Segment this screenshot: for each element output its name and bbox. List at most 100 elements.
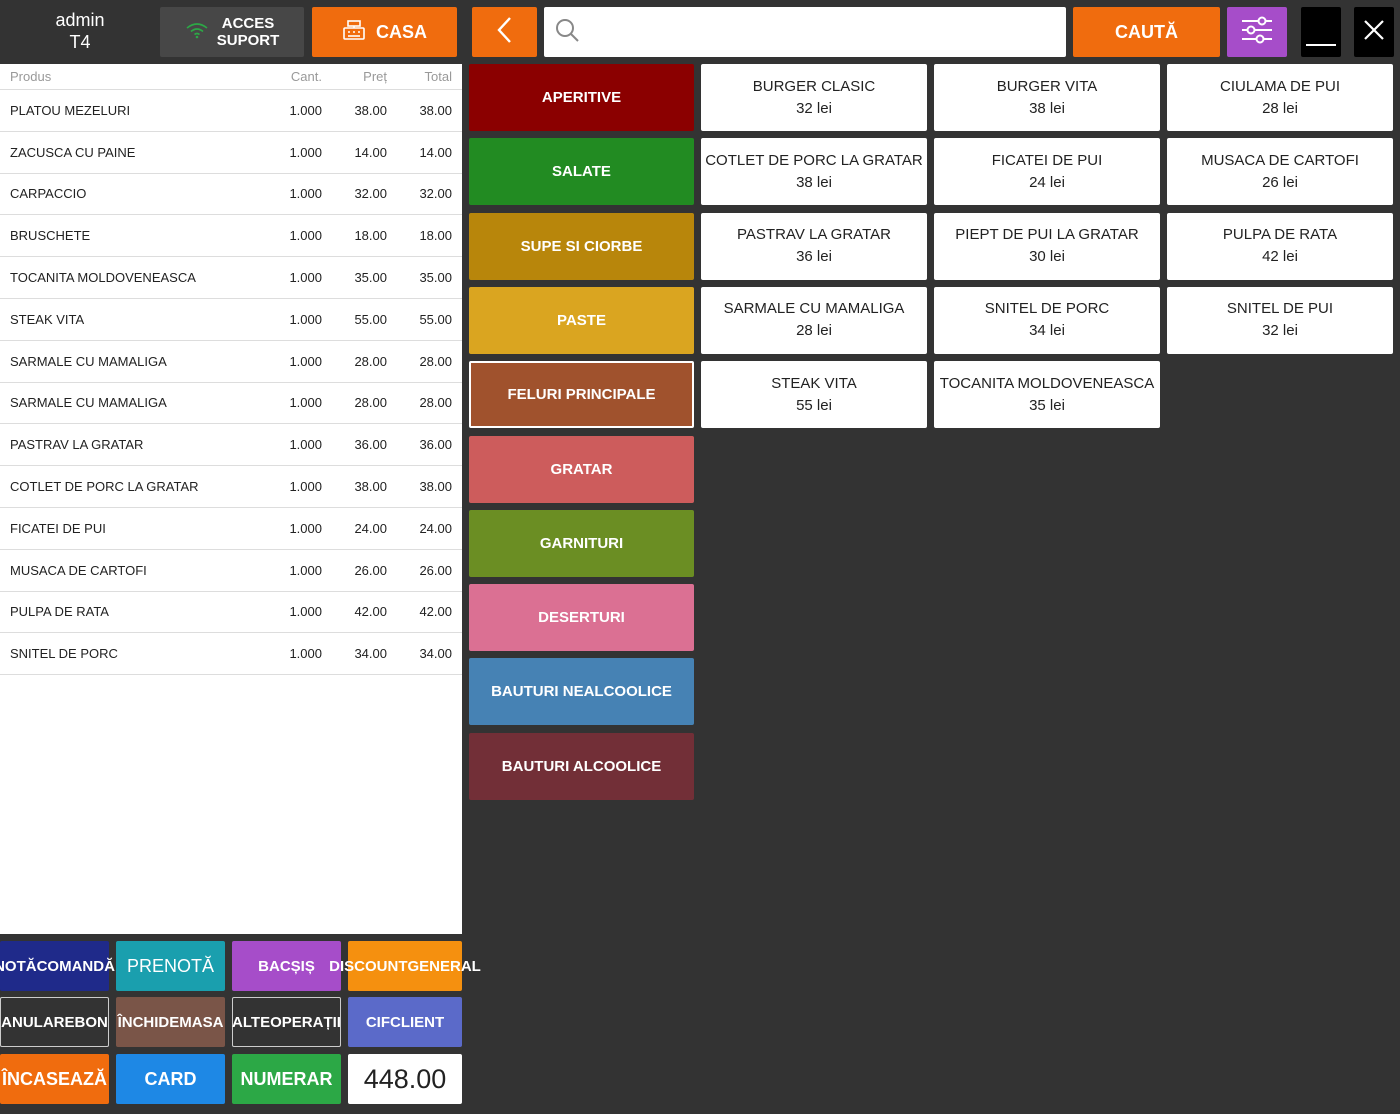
order-total-cell: 32.00 xyxy=(419,186,452,202)
order-qty: 1.000 xyxy=(289,144,322,160)
category-feluri-principale[interactable]: FELURI PRINCIPALE xyxy=(469,361,694,429)
order-qty: 1.000 xyxy=(289,311,322,327)
cif-client-button[interactable]: CIF CLIENT xyxy=(348,997,462,1047)
order-total-cell: 35.00 xyxy=(419,270,452,286)
order-price: 38.00 xyxy=(354,102,387,118)
product-tile[interactable]: CIULAMA DE PUI 28 lei xyxy=(1167,64,1393,131)
order-row[interactable]: SARMALE CU MAMALIGA 1.000 28.00 28.00 xyxy=(0,341,462,383)
order-row[interactable]: SARMALE CU MAMALIGA 1.000 28.00 28.00 xyxy=(0,383,462,425)
category-salate[interactable]: SALATE xyxy=(469,138,694,206)
order-product: STEAK VITA xyxy=(10,311,85,327)
product-tile[interactable]: BURGER VITA 38 lei xyxy=(934,64,1160,131)
incaseaza-button[interactable]: ÎNCASEAZĂ xyxy=(0,1054,109,1104)
order-qty: 1.000 xyxy=(289,604,322,620)
order-qty: 1.000 xyxy=(289,270,322,286)
order-row[interactable]: STEAK VITA 1.000 55.00 55.00 xyxy=(0,299,462,341)
order-row[interactable]: ZACUSCA CU PAINE 1.000 14.00 14.00 xyxy=(0,132,462,174)
product-name: PASTRAV LA GRATAR xyxy=(737,226,891,244)
category-aperitive[interactable]: APERITIVE xyxy=(469,64,694,131)
category-gratar[interactable]: GRATAR xyxy=(469,435,694,503)
header-product: Produs xyxy=(10,69,52,84)
order-row[interactable]: SNITEL DE PORC 1.000 34.00 34.00 xyxy=(0,633,462,676)
product-tile[interactable]: TOCANITA MOLDOVENEASCA 35 lei xyxy=(934,361,1160,429)
product-tile[interactable]: MUSACA DE CARTOFI 26 lei xyxy=(1167,138,1393,206)
minimize-button[interactable] xyxy=(1301,7,1341,57)
support-button[interactable]: ACCES SUPORT xyxy=(160,7,304,57)
order-total-cell: 18.00 xyxy=(419,228,452,244)
order-product: ZACUSCA CU PAINE xyxy=(10,144,136,160)
order-qty: 1.000 xyxy=(289,395,322,411)
order-row[interactable]: BRUSCHETE 1.000 18.00 18.00 xyxy=(0,215,462,258)
product-tile[interactable]: PASTRAV LA GRATAR 36 lei xyxy=(701,212,927,280)
product-name: SNITEL DE PUI xyxy=(1226,300,1334,318)
order-product: CARPACCIO xyxy=(10,186,87,202)
product-tile[interactable]: COTLET DE PORC LA GRATAR 38 lei xyxy=(701,138,927,206)
product-price: 38 lei xyxy=(796,173,832,191)
back-button[interactable] xyxy=(472,7,537,57)
product-name: MUSACA DE CARTOFI xyxy=(1201,151,1359,169)
nota-comanda-button[interactable]: NOTĂCOMANDĂ xyxy=(0,941,115,991)
product-price: 32 lei xyxy=(796,99,832,117)
numerar-button[interactable]: NUMERAR xyxy=(232,1054,341,1104)
order-row[interactable]: PASTRAV LA GRATAR 1.000 36.00 36.00 xyxy=(0,424,462,467)
alte-operatii-button[interactable]: ALTE OPERAȚII xyxy=(232,997,341,1047)
product-name: TOCANITA MOLDOVENEASCA xyxy=(939,374,1155,392)
product-name: BURGER VITA xyxy=(996,77,1098,95)
bacsis-button[interactable]: BACȘIȘ xyxy=(232,941,341,991)
search-button[interactable]: CAUTĂ xyxy=(1073,7,1220,57)
category-garnituri[interactable]: GARNITURI xyxy=(469,509,694,577)
user-info: admin T4 xyxy=(0,0,160,62)
category-bauturi-nealcoolice[interactable]: BAUTURI NEALCOOLICE xyxy=(469,658,694,726)
order-row[interactable]: TOCANITA MOLDOVENEASCA 1.000 35.00 35.00 xyxy=(0,257,462,299)
order-qty: 1.000 xyxy=(289,437,322,453)
discount-button[interactable]: DISCOUNT GENERAL xyxy=(329,941,481,991)
product-tile[interactable]: FICATEI DE PUI 24 lei xyxy=(934,138,1160,206)
product-price: 26 lei xyxy=(1262,173,1298,191)
order-product: COTLET DE PORC LA GRATAR xyxy=(10,479,199,495)
product-tile[interactable]: STEAK VITA 55 lei xyxy=(701,361,927,429)
product-name: STEAK VITA xyxy=(771,374,857,392)
product-name: COTLET DE PORC LA GRATAR xyxy=(705,151,923,169)
order-product: SARMALE CU MAMALIGA xyxy=(10,353,167,369)
order-total-cell: 38.00 xyxy=(419,102,452,118)
anulare-bon-button[interactable]: ANULARE BON xyxy=(0,997,109,1047)
search-input[interactable] xyxy=(588,12,1066,52)
order-row[interactable]: MUSACA DE CARTOFI 1.000 26.00 26.00 xyxy=(0,550,462,592)
casa-label: CASA xyxy=(375,21,427,42)
order-price: 42.00 xyxy=(354,604,387,620)
product-tile[interactable]: SARMALE CU MAMALIGA 28 lei xyxy=(701,286,927,354)
order-price: 26.00 xyxy=(354,562,387,578)
casa-button[interactable]: CASA xyxy=(312,7,457,57)
card-button[interactable]: CARD xyxy=(116,1054,225,1104)
category-supe-si-ciorbe[interactable]: SUPE SI CIORBE xyxy=(469,212,694,280)
filter-button[interactable] xyxy=(1227,7,1287,57)
inchide-masa-button[interactable]: ÎNCHIDE MASA xyxy=(116,997,225,1047)
product-price: 28 lei xyxy=(796,322,832,340)
product-tile[interactable]: PULPA DE RATA 42 lei xyxy=(1167,212,1393,280)
order-row[interactable]: CARPACCIO 1.000 32.00 32.00 xyxy=(0,174,462,216)
product-price: 42 lei xyxy=(1262,248,1298,266)
product-tile[interactable]: PIEPT DE PUI LA GRATAR 30 lei xyxy=(934,212,1160,280)
product-price: 28 lei xyxy=(1262,99,1298,117)
order-row[interactable]: COTLET DE PORC LA GRATAR 1.000 38.00 38.00 xyxy=(0,466,462,508)
order-product: PLATOU MEZELURI xyxy=(10,102,131,118)
product-tile[interactable]: BURGER CLASIC 32 lei xyxy=(701,64,927,131)
order-total-cell: 28.00 xyxy=(419,353,452,369)
product-name: CIULAMA DE PUI xyxy=(1219,77,1341,95)
order-product: SARMALE CU MAMALIGA xyxy=(10,395,167,411)
product-price: 36 lei xyxy=(796,248,832,266)
prenota-button[interactable]: PRENOTĂ xyxy=(116,941,225,991)
order-qty: 1.000 xyxy=(289,228,322,244)
close-button[interactable] xyxy=(1354,7,1394,57)
category-bauturi-alcoolice[interactable]: BAUTURI ALCOOLICE xyxy=(469,732,694,800)
support-label: ACCES SUPORT xyxy=(216,15,280,49)
product-tile[interactable]: SNITEL DE PUI 32 lei xyxy=(1167,286,1393,354)
order-row[interactable]: PLATOU MEZELURI 1.000 38.00 38.00 xyxy=(0,90,462,132)
header-total: Total xyxy=(424,69,452,84)
order-row[interactable]: PULPA DE RATA 1.000 42.00 42.00 xyxy=(0,592,462,634)
chevron-left-icon xyxy=(495,15,515,50)
category-paste[interactable]: PASTE xyxy=(469,286,694,354)
category-deserturi[interactable]: DESERTURI xyxy=(469,584,694,652)
product-tile[interactable]: SNITEL DE PORC 34 lei xyxy=(934,286,1160,354)
order-row[interactable]: FICATEI DE PUI 1.000 24.00 24.00 xyxy=(0,508,462,550)
